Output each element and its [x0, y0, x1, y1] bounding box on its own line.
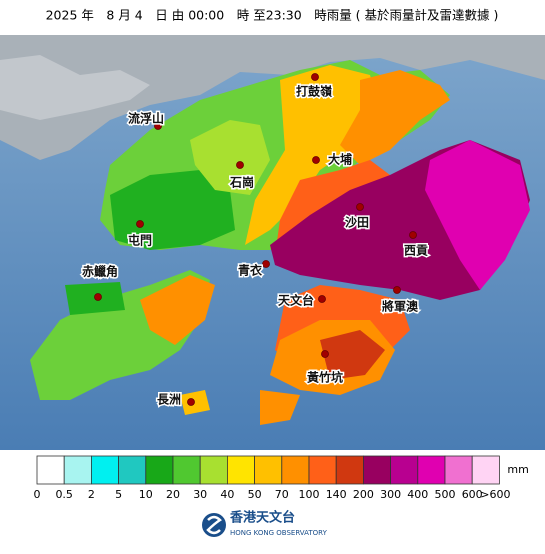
legend-swatch — [91, 455, 120, 485]
place-marker — [154, 122, 162, 130]
legend-label: 200 — [353, 488, 374, 501]
map — [0, 35, 545, 450]
place-marker — [318, 295, 326, 303]
legend-label: 0 — [34, 488, 41, 501]
legend-swatch — [417, 455, 446, 485]
place-marker — [321, 350, 329, 358]
legend-label: 600 — [462, 488, 483, 501]
legend-swatch — [308, 455, 337, 485]
place-label: 屯門 — [128, 233, 152, 248]
place-label: 長洲 — [157, 392, 181, 407]
place-label: 將軍澳 — [382, 299, 419, 314]
logo-chinese: 香港天文台 — [229, 510, 295, 526]
place-marker — [236, 161, 244, 169]
legend-label: 5 — [115, 488, 122, 501]
place-marker — [187, 398, 195, 406]
place-label: 西貢 — [404, 244, 428, 258]
legend-label: 0.5 — [55, 488, 73, 501]
legend-label: 100 — [299, 488, 320, 501]
legend-swatch — [335, 455, 364, 485]
place-marker — [136, 220, 144, 228]
legend-swatch — [281, 455, 310, 485]
legend-swatch — [199, 455, 228, 485]
legend-label: >600 — [480, 488, 510, 501]
legend-unit: mm — [507, 463, 528, 476]
legend-swatch — [254, 455, 283, 485]
legend-label: 300 — [380, 488, 401, 501]
legend-label: 10 — [139, 488, 153, 501]
legend-swatch — [390, 455, 419, 485]
place-label: 流浮山 — [128, 111, 164, 126]
legend-label: 400 — [407, 488, 428, 501]
place-label: 沙田 — [345, 216, 369, 230]
place-marker — [262, 260, 270, 268]
place-label: 赤鱲角 — [82, 264, 118, 279]
legend-label: 70 — [275, 488, 289, 501]
legend-label: 50 — [248, 488, 262, 501]
place-label: 青衣 — [238, 263, 262, 278]
place-label: 大埔 — [328, 152, 352, 167]
legend-label: 500 — [435, 488, 456, 501]
legend-swatch — [226, 455, 255, 485]
legend-label: 30 — [193, 488, 207, 501]
legend-swatch — [63, 455, 92, 485]
place-label: 天文台 — [278, 293, 314, 308]
legend-swatch — [362, 455, 391, 485]
legend-label: 40 — [220, 488, 234, 501]
legend-label: 2 — [88, 488, 95, 501]
legend-swatch — [172, 455, 201, 485]
place-marker — [94, 293, 102, 301]
place-label: 黃竹坑 — [306, 370, 343, 385]
place-marker — [312, 156, 320, 164]
place-label: 石崗 — [229, 175, 254, 190]
place-label: 打鼓嶺 — [296, 84, 333, 99]
legend-swatch — [36, 455, 65, 485]
legend-swatch — [444, 455, 473, 485]
legend-label: 140 — [326, 488, 347, 501]
place-marker — [393, 286, 401, 294]
legend-swatch — [145, 455, 174, 485]
place-marker — [311, 73, 319, 81]
place-marker — [356, 203, 364, 211]
legend-swatch — [471, 455, 500, 485]
legend-label: 20 — [166, 488, 180, 501]
legend-swatch — [118, 455, 147, 485]
logo: 香港天文台 HONG KONG OBSERVATORY — [202, 510, 328, 537]
place-marker — [409, 231, 417, 239]
logo-english: HONG KONG OBSERVATORY — [230, 529, 328, 537]
title: 2025 年 8 月 4 日 由 00:00 時 至23:30 時雨量 ( 基於… — [46, 8, 499, 23]
